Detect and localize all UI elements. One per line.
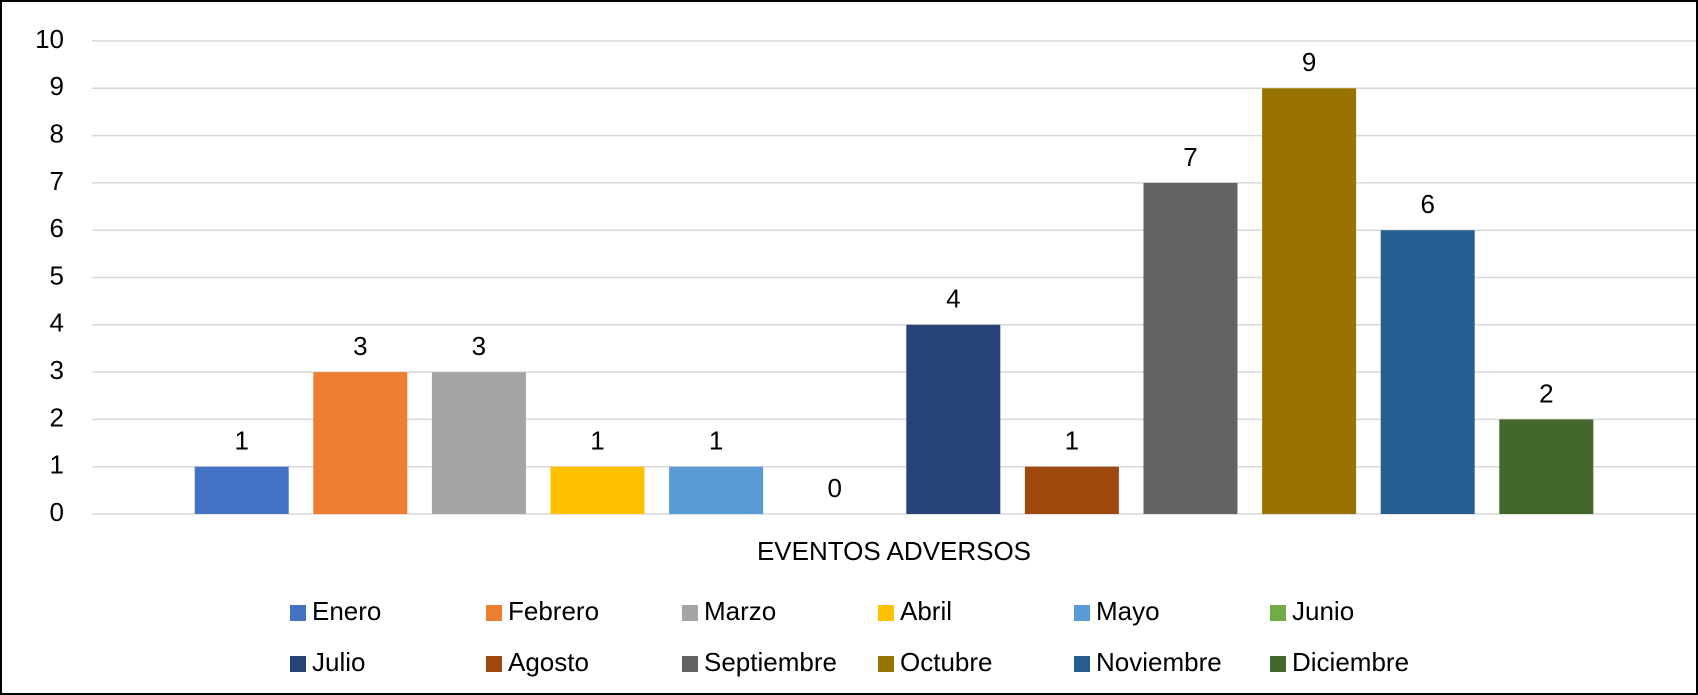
data-label: 1 [234,426,248,456]
legend-swatch [682,656,698,672]
legend-label: Julio [312,647,365,677]
bar [1262,88,1357,515]
legend-label: Octubre [900,647,993,677]
legend-label: Febrero [508,596,599,626]
legend-swatch [878,605,894,621]
data-label: 9 [1302,47,1316,77]
legend-label: Noviembre [1096,647,1222,677]
legend-label: Mayo [1096,596,1160,626]
data-label: 0 [827,473,841,503]
data-label: 1 [1065,426,1079,456]
data-label: 3 [353,331,367,361]
bar [1024,466,1119,514]
bar [906,324,1001,514]
legend-swatch [1270,605,1286,621]
legend-label: Septiembre [704,647,837,677]
bar [1380,230,1475,514]
legend-label: Marzo [704,596,776,626]
y-tick-label: 0 [50,497,64,527]
legend-swatch [1074,605,1090,621]
legend-label: Abril [900,596,952,626]
data-label: 1 [590,426,604,456]
y-tick-label: 6 [50,213,64,243]
legend-swatch [290,656,306,672]
bar [194,466,289,514]
y-tick-label: 9 [50,71,64,101]
legend-swatch [486,656,502,672]
legend-label: Diciembre [1292,647,1409,677]
bar [1143,182,1238,514]
y-tick-label: 4 [50,308,64,338]
bar [550,466,645,514]
legend-swatch [1270,656,1286,672]
bar [431,372,526,514]
y-tick-label: 2 [50,402,64,432]
data-label: 2 [1539,378,1553,408]
legend-label: Enero [312,596,381,626]
y-tick-label: 1 [50,450,64,480]
legend-swatch [1074,656,1090,672]
y-tick-label: 5 [50,260,64,290]
data-label: 1 [709,426,723,456]
legend-label: Agosto [508,647,589,677]
data-label: 7 [1183,142,1197,172]
bar [1499,419,1594,514]
bar [313,372,408,514]
y-tick-label: 8 [50,118,64,148]
legend-label: Junio [1292,596,1354,626]
legend-swatch [878,656,894,672]
bar [669,466,764,514]
y-tick-label: 3 [50,355,64,385]
x-tick-label: EVENTOS ADVERSOS [757,536,1031,566]
legend-swatch [682,605,698,621]
data-label: 3 [472,331,486,361]
y-tick-label: 7 [50,166,64,196]
legend-swatch [290,605,306,621]
data-label: 6 [1420,189,1434,219]
legend-swatch [486,605,502,621]
y-tick-label: 10 [35,24,64,54]
data-label: 4 [946,284,960,314]
